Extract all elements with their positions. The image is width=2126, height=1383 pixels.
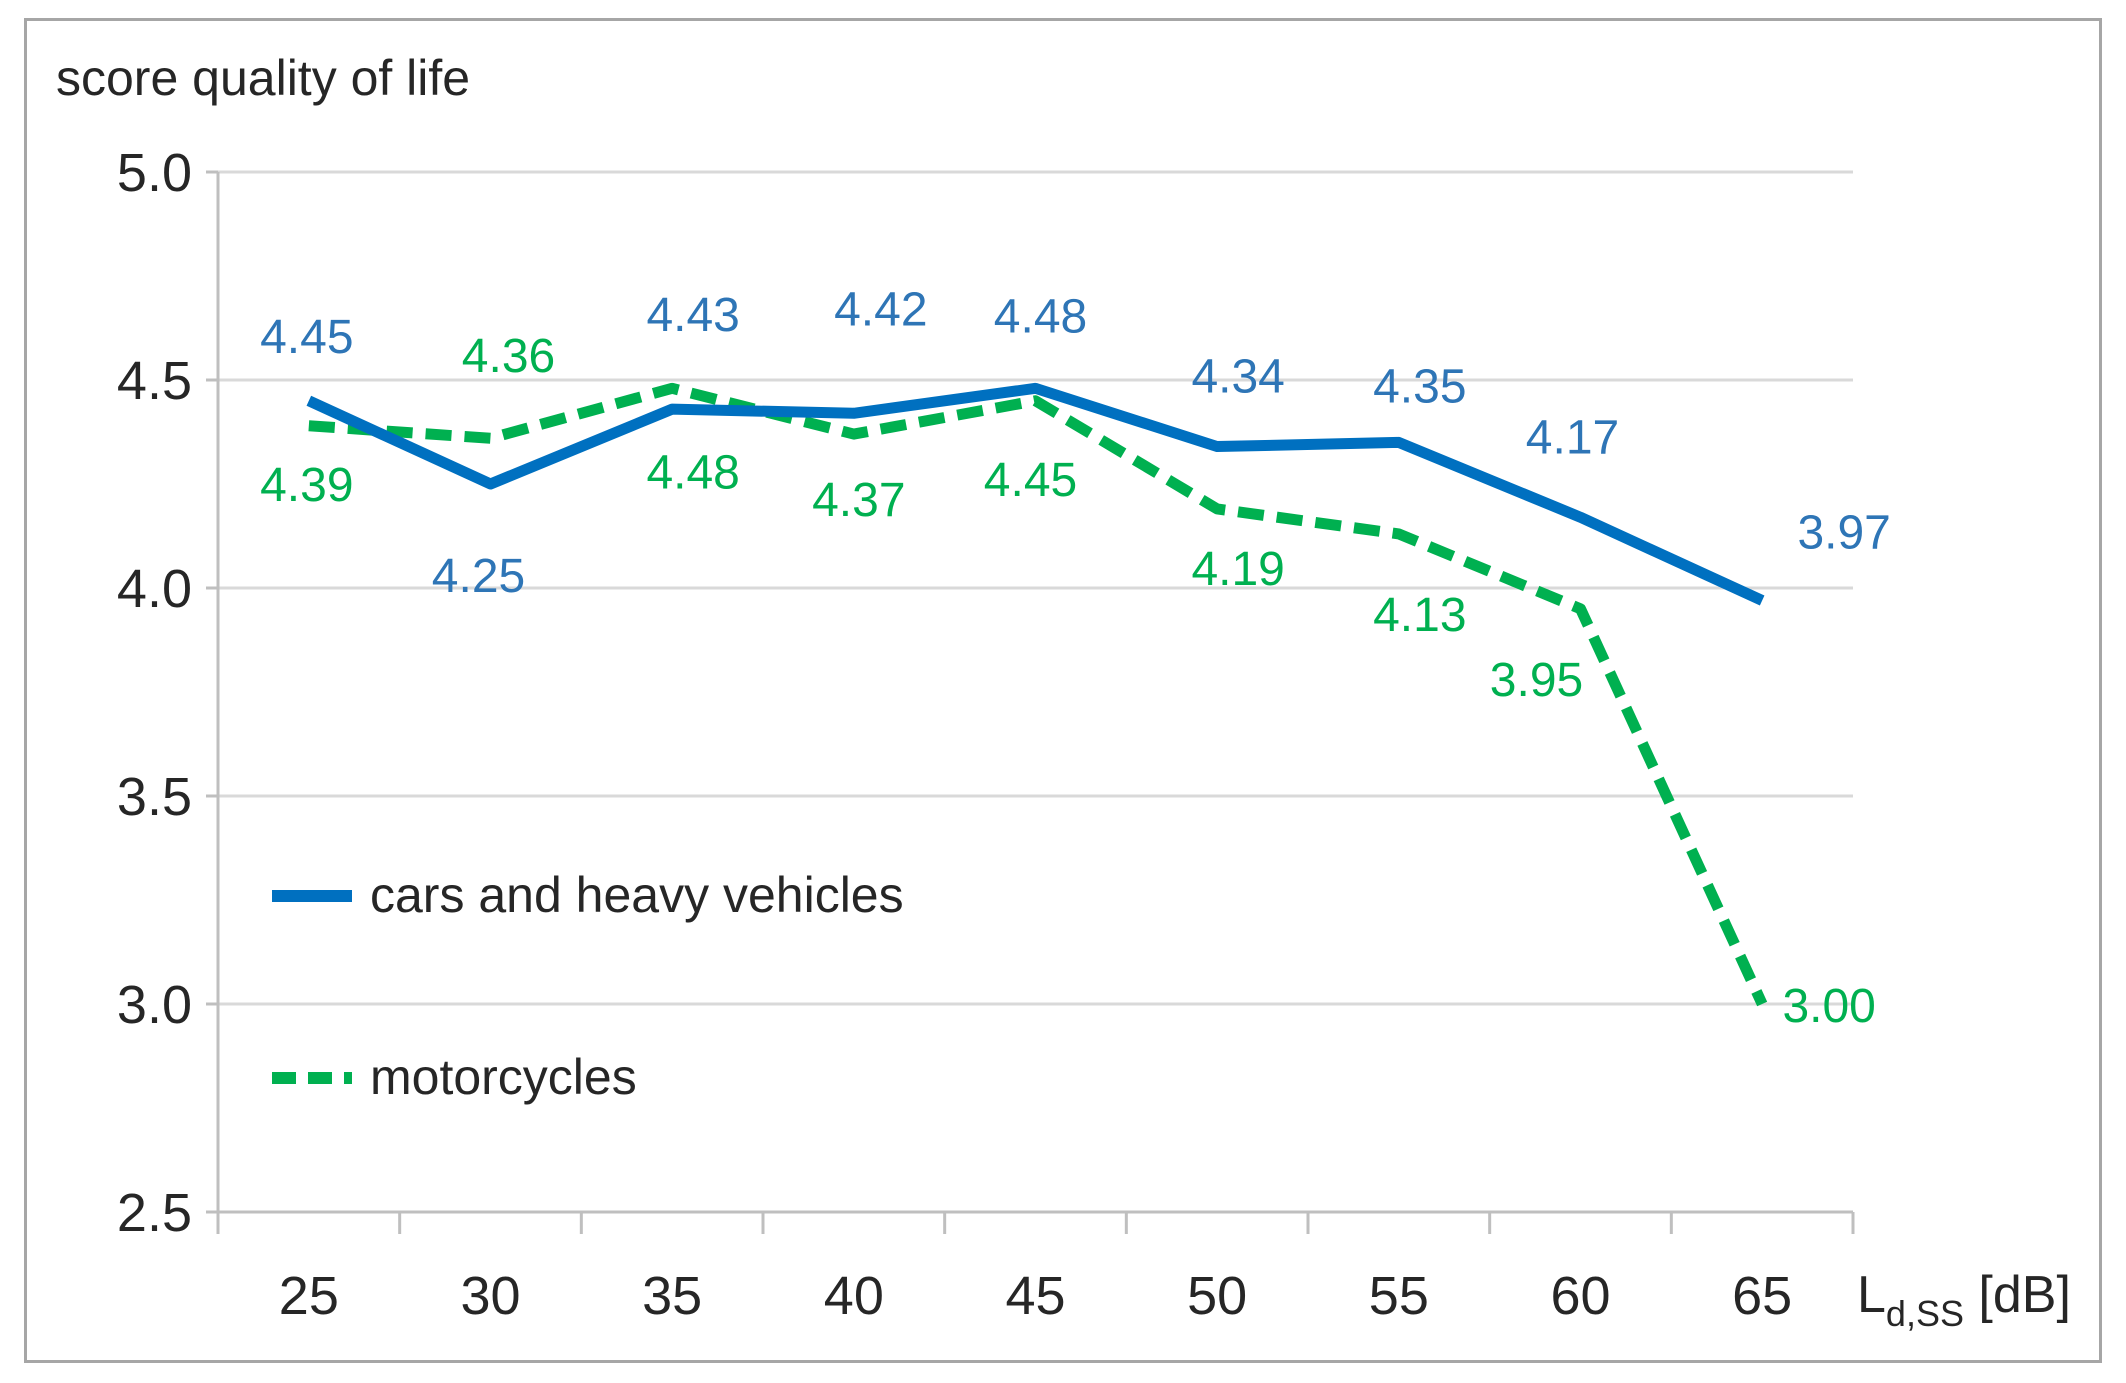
gridlines (206, 170, 1853, 1214)
legend-label-cars: cars and heavy vehicles (370, 867, 904, 923)
y-tick-label-3.0: 3.0 (117, 975, 192, 1035)
data-label-motorcycles-25: 4.39 (260, 459, 353, 512)
x-tick-label-25: 25 (279, 1266, 339, 1326)
y-tick-label-2.5: 2.5 (117, 1183, 192, 1243)
data-label-motorcycles-50: 4.19 (1191, 543, 1284, 596)
axes (216, 172, 1855, 1234)
data-label-motorcycles-40: 4.37 (812, 474, 905, 527)
x-axis-title: Ld,SS [dB] (1857, 1266, 2071, 1334)
y-tick-label-4.0: 4.0 (117, 559, 192, 619)
x-tick-label-65: 65 (1732, 1266, 1792, 1326)
data-labels: 4.45 4.25 4.43 4.42 4.48 4.34 4.35 4.17 3.97 4.39… (260, 283, 1891, 1033)
x-axis-title-main: L (1857, 1266, 1886, 1324)
series-line-motorcycles (308, 382, 1768, 1007)
data-label-cars-45: 4.48 (994, 290, 1087, 343)
data-label-motorcycles-30: 4.36 (462, 330, 555, 383)
series-lines (306, 382, 1768, 1007)
data-label-cars-65: 3.97 (1797, 506, 1890, 559)
data-label-cars-60: 4.17 (1526, 411, 1619, 464)
x-tick-label-45: 45 (1005, 1266, 1065, 1326)
x-tick-label-40: 40 (824, 1266, 884, 1326)
data-label-cars-30: 4.25 (432, 550, 525, 603)
y-tick-label-4.5: 4.5 (117, 351, 192, 411)
chart-frame (24, 18, 2102, 1363)
y-axis-title: score quality of life (56, 50, 470, 106)
y-tick-labels: 2.5 3.0 3.5 4.0 4.5 5.0 (117, 143, 192, 1243)
legend: cars and heavy vehicles motorcycles (272, 867, 904, 1105)
x-tick-label-55: 55 (1369, 1266, 1429, 1326)
data-label-motorcycles-65: 3.00 (1782, 980, 1875, 1033)
data-label-cars-50: 4.34 (1191, 351, 1284, 404)
x-axis-title-unit: [dB] (1964, 1266, 2071, 1324)
data-label-motorcycles-55: 4.13 (1373, 589, 1466, 642)
series-line-cars (306, 382, 1765, 606)
x-tick-labels: 25 30 35 40 45 50 55 60 65 (279, 1266, 1792, 1326)
data-label-cars-40: 4.42 (834, 283, 927, 336)
data-label-motorcycles-60: 3.95 (1490, 654, 1583, 707)
y-tick-label-3.5: 3.5 (117, 767, 192, 827)
x-tick-label-30: 30 (460, 1266, 520, 1326)
x-axis-title-sub: d,SS (1886, 1293, 1964, 1334)
legend-label-motorcycles: motorcycles (370, 1049, 637, 1105)
data-label-cars-25: 4.45 (260, 311, 353, 364)
x-tick-label-35: 35 (642, 1266, 702, 1326)
data-label-motorcycles-35: 4.48 (646, 446, 739, 499)
data-label-cars-55: 4.35 (1373, 360, 1466, 413)
x-tick-label-60: 60 (1550, 1266, 1610, 1326)
data-label-cars-35: 4.43 (646, 289, 739, 342)
y-tick-label-5.0: 5.0 (117, 143, 192, 203)
data-label-motorcycles-45: 4.45 (984, 454, 1077, 507)
x-tick-label-50: 50 (1187, 1266, 1247, 1326)
